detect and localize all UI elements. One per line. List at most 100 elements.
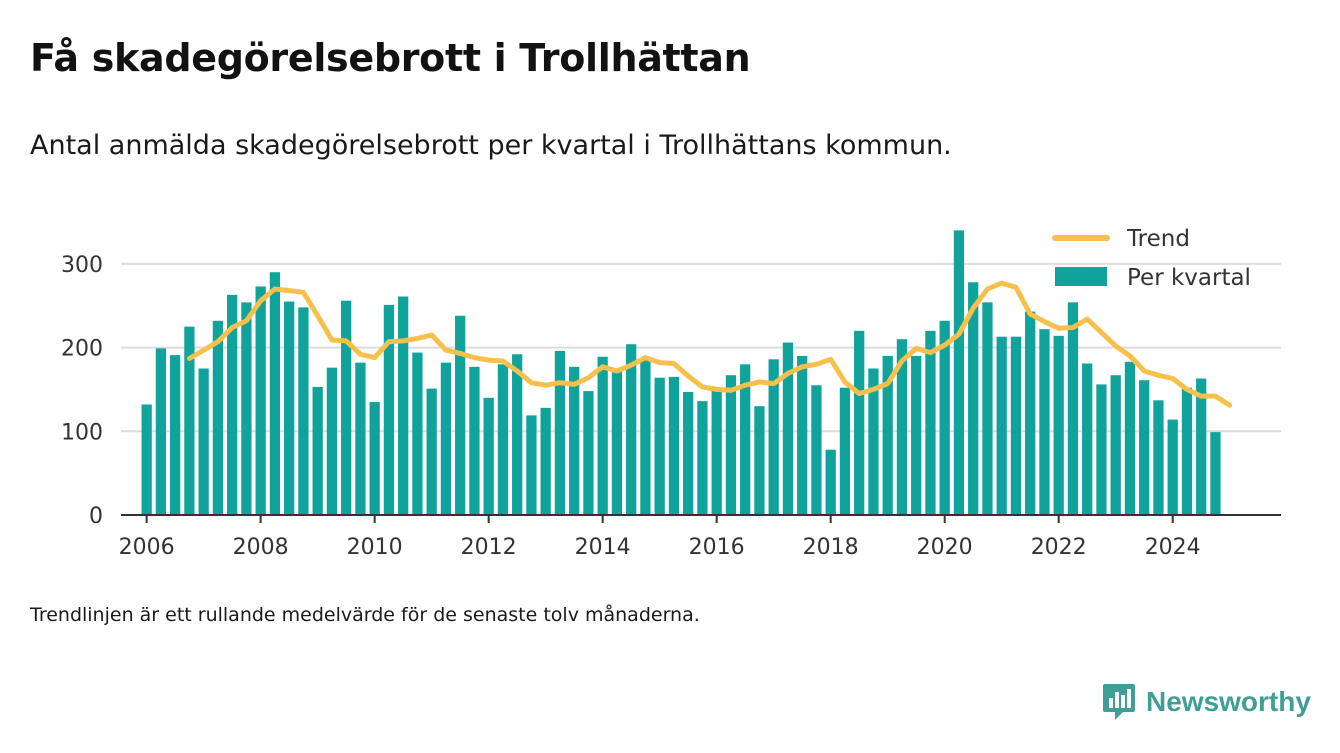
legend: Trend Per kvartal <box>1052 226 1251 291</box>
bar <box>1053 335 1064 515</box>
bar <box>1210 432 1221 515</box>
bar <box>269 272 281 515</box>
bar <box>255 286 266 515</box>
legend-bars-label: Per kvartal <box>1127 265 1251 291</box>
bar <box>426 388 437 515</box>
bar <box>355 362 366 515</box>
bar <box>939 320 950 515</box>
bar <box>383 304 395 515</box>
bar <box>797 355 808 515</box>
bar <box>740 364 751 515</box>
bar-chart: 0 100 200 300 2006 2008 2010 2012 2014 2016 2018 20… <box>61 226 1281 560</box>
bar <box>1124 361 1136 515</box>
bar <box>483 397 494 515</box>
bar <box>312 386 323 515</box>
bar <box>341 300 352 515</box>
bar <box>911 355 922 515</box>
bar <box>412 352 423 515</box>
bar <box>1067 302 1079 515</box>
bar <box>298 307 309 515</box>
x-tick-label: 2010 <box>347 535 403 560</box>
bar <box>982 302 993 515</box>
bar <box>1196 378 1207 515</box>
bar <box>683 391 694 515</box>
bar <box>882 355 893 515</box>
x-tick-label: 2016 <box>689 535 745 560</box>
bar <box>611 371 623 515</box>
chart-subtitle: Antal anmälda skadegörelsebrott per kvar… <box>30 130 952 161</box>
bar <box>896 339 908 515</box>
bar <box>469 366 480 515</box>
y-tick-label: 100 <box>61 420 103 445</box>
bar <box>198 368 209 515</box>
bar <box>398 296 409 515</box>
brand-name: Newsworthy <box>1146 686 1311 717</box>
bar <box>668 376 680 515</box>
bar <box>284 301 295 515</box>
x-tick-label: 2014 <box>575 535 631 560</box>
bar <box>369 401 380 515</box>
y-tick-label: 0 <box>89 504 103 529</box>
bar <box>925 330 936 515</box>
newsworthy-logo-icon <box>1103 684 1135 720</box>
bar <box>540 407 551 515</box>
bar <box>141 404 152 515</box>
bar <box>241 302 252 515</box>
bar <box>1139 380 1150 515</box>
x-tick-label: 2012 <box>461 535 517 560</box>
x-tick-label: 2024 <box>1145 535 1201 560</box>
y-tick-label: 300 <box>61 253 103 278</box>
bar <box>1010 336 1022 515</box>
trend-layer <box>186 280 1233 408</box>
bar <box>725 375 737 515</box>
footnote: Trendlinjen är ett rullande medelvärde f… <box>30 604 700 626</box>
bar <box>583 391 594 515</box>
bar <box>626 344 637 515</box>
bar <box>811 385 822 515</box>
axes: 0 100 200 300 2006 2008 2010 2012 2014 2016 2018 20… <box>61 253 1281 560</box>
bar <box>654 377 665 515</box>
x-tick-label: 2018 <box>803 535 859 560</box>
bar <box>326 367 338 515</box>
bar <box>597 356 608 515</box>
bar <box>184 326 195 515</box>
y-tick-label: 200 <box>61 337 103 362</box>
bar <box>554 350 566 515</box>
x-tick-label: 2008 <box>233 535 289 560</box>
bar <box>711 389 722 515</box>
bar <box>512 354 523 515</box>
bar <box>455 315 466 515</box>
bar <box>854 330 865 515</box>
bar <box>697 401 708 515</box>
bar <box>1153 400 1164 515</box>
bar <box>868 368 879 515</box>
bar <box>782 342 794 515</box>
bars <box>141 230 1221 515</box>
bar <box>1039 329 1050 515</box>
bar <box>212 320 224 515</box>
bar <box>155 348 167 515</box>
bar <box>440 362 452 515</box>
bar <box>1082 363 1093 515</box>
bar <box>953 230 965 515</box>
bar <box>1096 384 1107 515</box>
trend-line <box>186 280 1233 408</box>
brand-logo[interactable]: Newsworthy <box>1102 682 1311 722</box>
bar <box>497 364 509 515</box>
bar <box>1181 387 1193 515</box>
bar <box>569 366 580 515</box>
bar <box>825 449 836 515</box>
bar <box>526 415 537 515</box>
bar <box>968 282 979 515</box>
bar <box>839 387 851 515</box>
x-tick-label: 2020 <box>917 535 973 560</box>
bar <box>768 359 779 515</box>
bar <box>1110 375 1121 515</box>
bar <box>754 406 765 515</box>
bar <box>640 360 651 515</box>
chart-title: Få skadegörelsebrott i Trollhättan <box>30 36 751 80</box>
legend-trend-label: Trend <box>1126 226 1190 252</box>
x-tick-label: 2006 <box>119 535 175 560</box>
bar <box>996 336 1007 515</box>
bar <box>227 294 238 515</box>
